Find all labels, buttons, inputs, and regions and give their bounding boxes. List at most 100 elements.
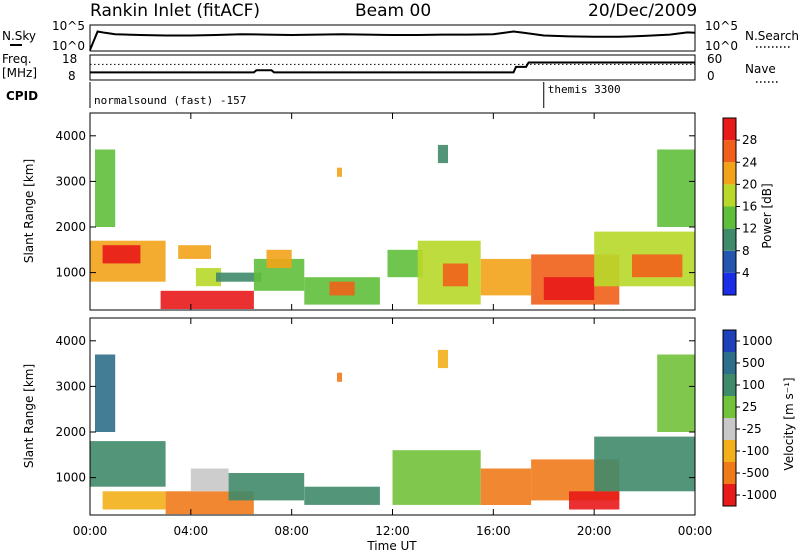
velocity-colorbar-tick-label: 500 — [742, 356, 765, 370]
velocity-cell — [95, 354, 116, 432]
power-cell — [543, 277, 595, 300]
velocity-cell — [102, 491, 166, 510]
power-range-ticks: 1000 2000 3000 4000 — [55, 129, 695, 280]
velocity-cells — [90, 349, 695, 515]
range-tick-label: 4000 — [55, 334, 86, 348]
nsky-label: N.Sky — [2, 29, 36, 43]
velocity-colorbar-swatch — [723, 484, 736, 506]
power-cell — [195, 268, 222, 287]
time-tick-label: 04:00 — [174, 524, 209, 538]
freq-line — [90, 61, 695, 74]
power-cell — [102, 245, 141, 264]
power-scale-label: Power [dB] — [760, 183, 774, 248]
time-tick-label: 00:00 — [678, 524, 713, 538]
power-colorbar-tick-label: 4 — [742, 266, 750, 280]
velocity-cell — [228, 473, 305, 501]
velocity-colorbar-swatch — [723, 330, 736, 352]
power-cell — [442, 263, 469, 287]
nave-tick-bottom: 0 — [707, 69, 715, 83]
range-tick-label: 1000 — [55, 471, 86, 485]
velocity-colorbar-swatch — [723, 418, 736, 440]
velocity-colorbar-tick-label: -100 — [742, 444, 769, 458]
power-cell — [160, 290, 254, 309]
power-colorbar-tick-label: 24 — [742, 155, 757, 169]
velocity-colorbar-tick-label: 25 — [742, 400, 757, 414]
noise-tick-right-top: 10^5 — [705, 19, 738, 33]
velocity-colorbar-tick-label: -500 — [742, 466, 769, 480]
velocity-range-label: Slant Range [km] — [22, 364, 36, 468]
nave-label: Nave — [745, 62, 776, 76]
velocity-cell — [337, 372, 342, 382]
noise-panel: N.Sky 10^5 10^0 10^5 10^0 N.Search — [2, 19, 799, 53]
power-range-label: Slant Range [km] — [22, 159, 36, 263]
velocity-scale-label: Velocity [m s⁻¹] — [782, 377, 796, 470]
noise-tick-right-bottom: 10^0 — [705, 39, 738, 53]
time-tick-label: 20:00 — [577, 524, 612, 538]
power-cell — [329, 281, 355, 296]
freq-unit-label: [MHz] — [2, 66, 37, 80]
power-colorbar-swatch — [723, 250, 736, 273]
power-cell — [657, 149, 695, 227]
power-colorbar-tick-label: 16 — [742, 200, 757, 214]
velocity-colorbar-swatch — [723, 396, 736, 418]
cpid-bar: CPID normalsound (fast) -157 themis 3300 — [6, 82, 621, 108]
nsearch-label: N.Search — [745, 29, 799, 43]
power-cell — [178, 245, 211, 259]
date-title: 20/Dec/2009 — [588, 1, 697, 21]
power-cell — [632, 254, 683, 278]
velocity-cell — [90, 441, 166, 487]
velocity-colorbar-tick-label: 1000 — [742, 334, 773, 348]
power-colorbar-swatch — [723, 272, 736, 295]
station-title: Rankin Inlet (fitACF) — [90, 1, 260, 21]
freq-panel-frame — [89, 54, 696, 81]
velocity-colorbar-swatch — [723, 352, 736, 374]
range-tick-label: 3000 — [55, 174, 86, 188]
power-colorbar-tick-label: 12 — [742, 222, 757, 236]
velocity-range-ticks: 1000 2000 3000 4000 — [55, 334, 695, 485]
velocity-colorbar-tick-label: -1000 — [742, 488, 777, 502]
velocity-colorbar-swatch — [723, 462, 736, 484]
nsky-line — [89, 30, 696, 51]
time-tick-label: 16:00 — [476, 524, 511, 538]
velocity-colorbar: 1000 500 100 25 -25 -100 -500 -1000 — [722, 329, 777, 507]
velocity-cell — [594, 436, 695, 492]
range-tick-label: 2000 — [55, 425, 86, 439]
velocity-colorbar-tick-label: -25 — [742, 422, 762, 436]
power-cell — [95, 149, 116, 227]
power-colorbar-swatch — [723, 184, 736, 207]
velocity-colorbar-swatch — [723, 440, 736, 462]
power-colorbar-tick-label: 8 — [742, 244, 750, 258]
cpid-first-mode: normalsound (fast) -157 — [94, 94, 246, 107]
time-tick-label: 00:00 — [73, 524, 108, 538]
power-colorbar: 4 8 12 16 20 24 28 — [722, 117, 757, 296]
cpid-label: CPID — [6, 89, 38, 103]
power-cell — [266, 249, 292, 268]
velocity-colorbar-tick-label: 100 — [742, 378, 765, 392]
range-tick-label: 1000 — [55, 266, 86, 280]
freq-label: Freq. — [2, 52, 32, 66]
noise-tick-left-bottom: 10^0 — [52, 39, 85, 53]
time-axis: 00:00 04:00 08:00 12:00 16:00 20:00 00:00 — [73, 113, 713, 538]
range-tick-label: 2000 — [55, 220, 86, 234]
cpid-second-mode: themis 3300 — [548, 83, 621, 96]
velocity-panel: 1000 2000 3000 4000 Slant Range [km] — [22, 317, 696, 516]
power-cell — [437, 144, 448, 164]
power-cells — [90, 144, 695, 309]
power-colorbar-tick-label: 20 — [742, 177, 757, 191]
power-cell — [216, 272, 262, 282]
power-colorbar-swatch — [723, 206, 736, 229]
velocity-colorbar-swatch — [723, 374, 736, 396]
velocity-cell — [569, 491, 620, 510]
velocity-cell — [392, 450, 481, 505]
time-tick-label: 12:00 — [375, 524, 410, 538]
velocity-colorbar-frame — [722, 329, 737, 507]
range-tick-label: 3000 — [55, 379, 86, 393]
power-cell — [337, 167, 342, 177]
velocity-cell — [190, 468, 229, 492]
velocity-cell — [480, 468, 532, 505]
noise-panel-frame — [89, 24, 696, 52]
power-colorbar-swatch — [723, 118, 736, 141]
power-colorbar-swatch — [723, 228, 736, 251]
range-tick-label: 4000 — [55, 129, 86, 143]
